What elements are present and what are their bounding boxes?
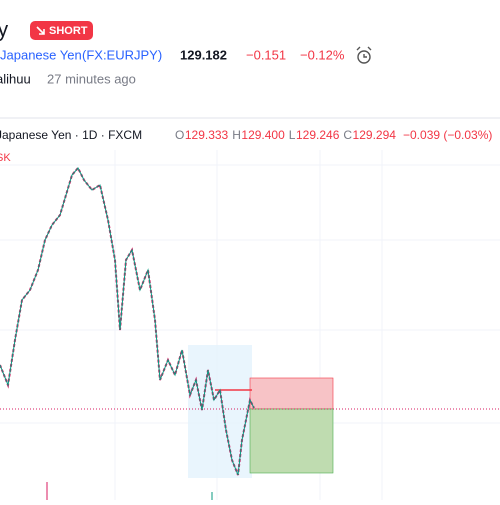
ohlc-key: L bbox=[289, 128, 296, 142]
change: −0.151 bbox=[246, 47, 286, 62]
idea-title: py bbox=[0, 19, 9, 42]
price-series-outline bbox=[0, 167, 255, 476]
target-zone bbox=[249, 408, 334, 474]
ohlc-key: O bbox=[175, 128, 184, 142]
ohlc-value: 129.246 bbox=[296, 128, 340, 142]
side-label: SK bbox=[0, 152, 11, 164]
ohlc-value: 129.294 bbox=[353, 128, 397, 142]
short-badge bbox=[30, 21, 93, 40]
change-pct: −0.12% bbox=[300, 47, 345, 62]
chart-change: −0.039 (−0.03%) bbox=[403, 128, 492, 142]
ohlc-value: 129.333 bbox=[185, 128, 229, 142]
volume-profile bbox=[188, 345, 252, 478]
stop-zone bbox=[249, 377, 334, 410]
alert-icon[interactable] bbox=[356, 46, 372, 64]
symbol-code[interactable]: (FX:EURJPY) bbox=[82, 47, 162, 62]
badge-arrow bbox=[36, 26, 45, 35]
chart-legend: Japanese Yen · 1D · FXCM bbox=[0, 128, 142, 142]
ohlc: O 129.333 H 129.400 L 129.246 C 129.294 bbox=[175, 128, 396, 142]
time: 27 minutes ago bbox=[47, 71, 136, 86]
author[interactable]: alihuu bbox=[0, 71, 31, 86]
symbol-name[interactable]: Japanese Yen bbox=[0, 47, 82, 62]
ohlc-key: H bbox=[232, 128, 241, 142]
price: 129.182 bbox=[180, 47, 227, 62]
ohlc-key: C bbox=[343, 128, 352, 142]
ohlc-value: 129.400 bbox=[241, 128, 285, 142]
badge-text: SHORT bbox=[49, 25, 88, 37]
